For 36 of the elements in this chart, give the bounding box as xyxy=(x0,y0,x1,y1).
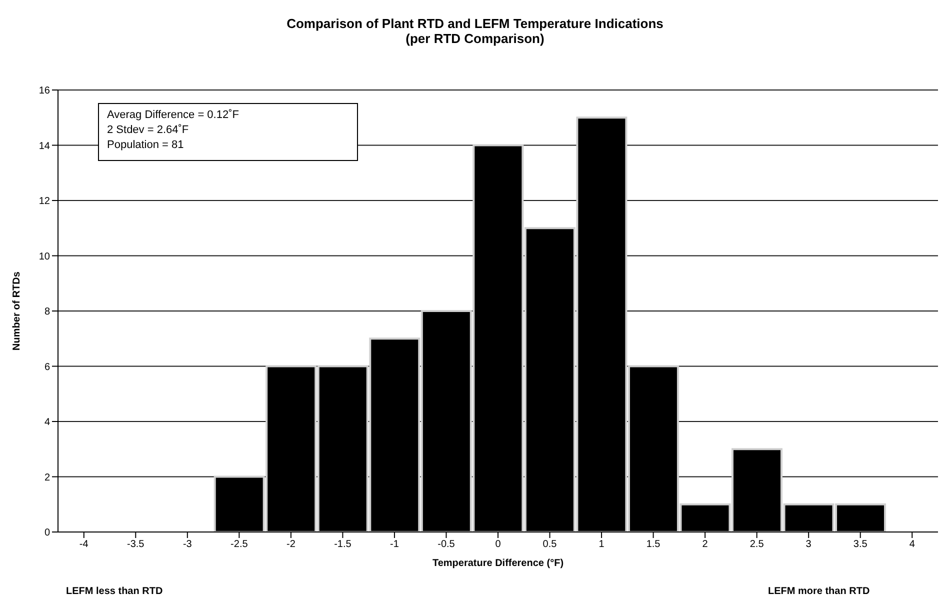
x-tick-label: -1.5 xyxy=(334,539,352,550)
x-tick-label: -1 xyxy=(390,539,400,550)
annotation: Averag Difference = 0.12˚F xyxy=(107,108,240,123)
chart-title: Comparison of Plant RTD and LEFM Temperature Indications xyxy=(286,16,664,31)
y-tick-label: 10 xyxy=(38,251,50,262)
text: LEFM more than RTD xyxy=(768,586,870,597)
note-box: Averag Difference = 0.12˚F 2 Stdev = 2.64˚F Population = 81 xyxy=(98,103,358,161)
x-tick-label: 1 xyxy=(598,539,605,550)
y-tick-label: 8 xyxy=(44,306,50,318)
x-tick-label: 1.5 xyxy=(646,539,661,550)
text: LEFM less than RTD xyxy=(66,586,163,597)
annotation: 2 Stdev = 2.64˚F xyxy=(107,123,190,138)
chart-subtitle: (per RTD Comparison) xyxy=(404,31,546,46)
x-tick-label: 0 xyxy=(495,539,502,550)
x-tick-label: 2.5 xyxy=(750,539,764,550)
x-axis-title: Temperature Difference (°F) xyxy=(432,558,564,569)
y-tick-label: 2 xyxy=(44,472,50,484)
y-tick-label: 12 xyxy=(38,196,50,208)
x-tick-label: 3.5 xyxy=(853,539,868,550)
x-tick-label: -0.5 xyxy=(438,539,456,550)
x-tick-label: 3 xyxy=(806,539,812,550)
x-tick-label: 0.5 xyxy=(542,539,558,550)
y-axis-title: Number of RTDs xyxy=(12,271,23,350)
y-tick-label: 16 xyxy=(38,86,50,97)
x-tick-label: -2.5 xyxy=(230,539,248,550)
y-tick-label: 4 xyxy=(44,417,50,428)
x-tick-label: -4 xyxy=(79,539,89,550)
x-tick-label: -3.5 xyxy=(127,539,145,550)
x-tick-label: -3 xyxy=(182,539,192,550)
y-tick-label: 6 xyxy=(44,362,50,373)
y-tick-label: 14 xyxy=(38,140,50,152)
x-tick-label: 4 xyxy=(909,539,916,550)
annotation: Population = 81 xyxy=(107,138,185,153)
x-tick-label: 2 xyxy=(702,539,708,550)
x-tick-label: -2 xyxy=(286,539,296,550)
y-tick-label: 0 xyxy=(44,528,50,539)
